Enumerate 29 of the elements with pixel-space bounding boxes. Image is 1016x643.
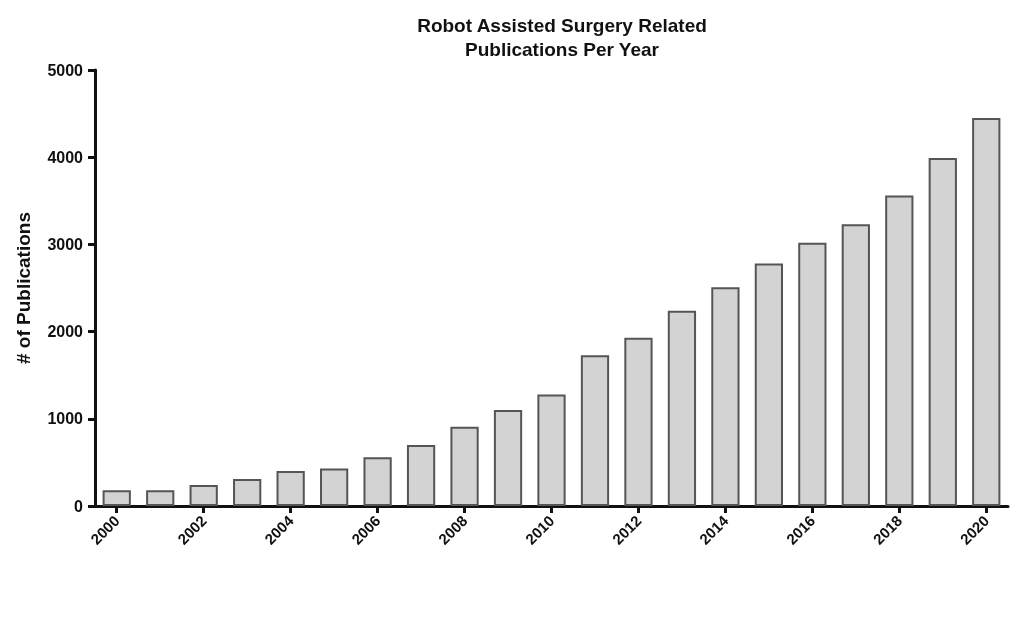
chart-title: Robot Assisted Surgery Related Publications Per Year [417, 14, 707, 60]
bar [406, 444, 436, 506]
bar [276, 471, 305, 506]
bar [537, 394, 566, 506]
bar [754, 263, 784, 506]
bar [146, 490, 175, 506]
bar [624, 337, 653, 506]
bar [363, 457, 392, 506]
y-tick-label: 1000 [47, 410, 84, 428]
bar [928, 158, 957, 506]
y-tick-label: 0 [74, 497, 84, 515]
y-tick-label: 5000 [47, 61, 84, 79]
bar [667, 310, 697, 506]
bar [841, 224, 870, 506]
y-axis-title: # of Publications [13, 211, 34, 365]
bar [493, 410, 523, 506]
bar [450, 426, 479, 506]
bar [233, 478, 262, 506]
bar [885, 195, 914, 506]
y-tick-label: 4000 [47, 148, 84, 166]
bar [972, 117, 1001, 506]
bar [102, 490, 131, 506]
bar [580, 355, 610, 506]
bar [711, 287, 740, 506]
y-tick-label: 3000 [47, 235, 84, 253]
bar [319, 468, 349, 506]
bar [798, 242, 827, 506]
bar [189, 485, 218, 506]
y-tick-label: 2000 [47, 323, 84, 341]
